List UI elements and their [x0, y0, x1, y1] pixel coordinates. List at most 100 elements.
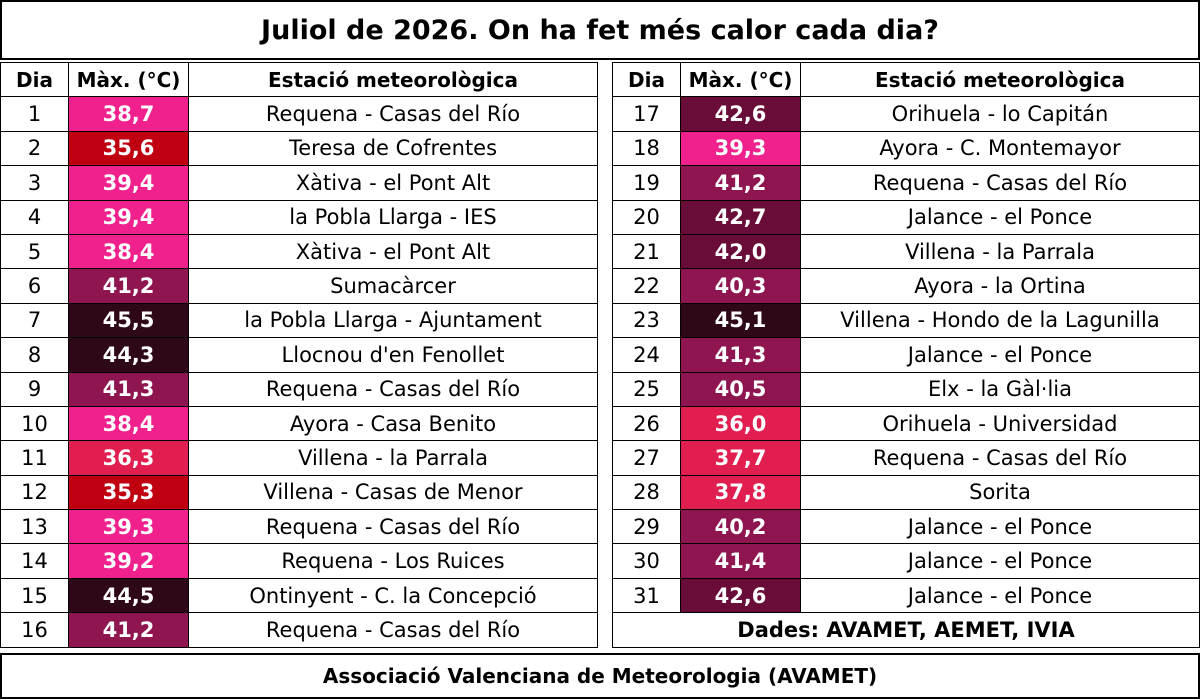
max-temp-cell: 40,3 [680, 268, 801, 304]
day-cell: 27 [612, 440, 681, 476]
station-cell: Llocnou d'en Fenollet [188, 337, 598, 373]
table-row: 23 45,1 Villena - Hondo de la Lagunilla [612, 302, 1200, 339]
station-cell: Ontinyent - C. la Concepció [188, 577, 598, 614]
table-row: 11 36,3 Villena - la Parrala [0, 440, 598, 476]
max-temp-cell: 36,3 [68, 440, 189, 476]
table-row: 1 38,7 Requena - Casas del Río [0, 96, 598, 132]
header-day: Dia [612, 61, 681, 98]
max-temp-cell: 42,6 [680, 577, 801, 614]
max-temp-cell: 41,3 [680, 337, 801, 373]
station-cell: Jalance - el Ponce [800, 577, 1200, 614]
station-cell: Requena - Casas del Río [188, 509, 598, 545]
station-cell: la Pobla Llarga - Ajuntament [188, 302, 598, 339]
day-cell: 13 [0, 509, 69, 545]
right-data-table: Dia Màx. (°C) Estació meteorològica 17 42… [612, 61, 1200, 648]
station-cell: Sorita [800, 474, 1200, 511]
table-row: 5 38,4 Xàtiva - el Pont Alt [0, 233, 598, 270]
max-temp-cell: 37,8 [680, 474, 801, 511]
table-row: 7 45,5 la Pobla Llarga - Ajuntament [0, 302, 598, 339]
max-temp-cell: 39,3 [680, 130, 801, 167]
max-temp-cell: 38,4 [68, 233, 189, 270]
station-cell: Jalance - el Ponce [800, 543, 1200, 579]
table-row: 27 37,7 Requena - Casas del Río [612, 440, 1200, 476]
station-cell: Villena - Casas de Menor [188, 474, 598, 511]
day-cell: 10 [0, 405, 69, 442]
table-row: 12 35,3 Villena - Casas de Menor [0, 474, 598, 511]
station-cell: Elx - la Gàl·lia [800, 371, 1200, 407]
max-temp-cell: 37,7 [680, 440, 801, 476]
day-cell: 20 [612, 199, 681, 235]
max-temp-cell: 42,0 [680, 233, 801, 270]
day-cell: 8 [0, 337, 69, 373]
max-temp-cell: 44,3 [68, 337, 189, 373]
station-cell: Sumacàrcer [188, 268, 598, 304]
station-cell: Orihuela - lo Capitán [800, 96, 1200, 132]
max-temp-cell: 41,3 [68, 371, 189, 407]
table-row: 15 44,5 Ontinyent - C. la Concepció [0, 577, 598, 614]
header-station: Estació meteorològica [800, 61, 1200, 98]
table-row: 26 36,0 Orihuela - Universidad [612, 405, 1200, 442]
max-temp-cell: 35,6 [68, 130, 189, 167]
table-row: 16 41,2 Requena - Casas del Río [0, 612, 598, 648]
station-cell: Xàtiva - el Pont Alt [188, 165, 598, 201]
header-max-temp: Màx. (°C) [68, 61, 189, 98]
station-cell: Jalance - el Ponce [800, 337, 1200, 373]
day-cell: 29 [612, 509, 681, 545]
station-cell: Requena - Los Ruices [188, 543, 598, 579]
station-cell: Jalance - el Ponce [800, 509, 1200, 545]
table-row: 13 39,3 Requena - Casas del Río [0, 509, 598, 545]
table-row: 4 39,4 la Pobla Llarga - IES [0, 199, 598, 235]
station-cell: Requena - Casas del Río [800, 165, 1200, 201]
day-cell: 15 [0, 577, 69, 614]
table-row: 6 41,2 Sumacàrcer [0, 268, 598, 304]
station-cell: Requena - Casas del Río [188, 612, 598, 648]
max-temp-cell: 40,2 [680, 509, 801, 545]
table-row: 19 41,2 Requena - Casas del Río [612, 165, 1200, 201]
max-temp-cell: 41,2 [68, 612, 189, 648]
station-cell: la Pobla Llarga - IES [188, 199, 598, 235]
station-cell: Orihuela - Universidad [800, 405, 1200, 442]
station-cell: Ayora - C. Montemayor [800, 130, 1200, 167]
max-temp-cell: 42,7 [680, 199, 801, 235]
day-cell: 31 [612, 577, 681, 614]
station-cell: Requena - Casas del Río [188, 96, 598, 132]
max-temp-cell: 39,3 [68, 509, 189, 545]
table-row: 25 40,5 Elx - la Gàl·lia [612, 371, 1200, 407]
data-sources: Dades: AVAMET, AEMET, IVIA [612, 612, 1200, 648]
day-cell: 6 [0, 268, 69, 304]
day-cell: 21 [612, 233, 681, 270]
day-cell: 23 [612, 302, 681, 339]
sources-row: Dades: AVAMET, AEMET, IVIA [612, 612, 1200, 648]
max-temp-cell: 40,5 [680, 371, 801, 407]
table-row: 8 44,3 Llocnou d'en Fenollet [0, 337, 598, 373]
header-row: Dia Màx. (°C) Estació meteorològica [0, 61, 598, 98]
table-row: 14 39,2 Requena - Los Ruices [0, 543, 598, 579]
day-cell: 2 [0, 130, 69, 167]
table-row: 10 38,4 Ayora - Casa Benito [0, 405, 598, 442]
table-row: 3 39,4 Xàtiva - el Pont Alt [0, 165, 598, 201]
max-temp-cell: 39,2 [68, 543, 189, 579]
day-cell: 5 [0, 233, 69, 270]
day-cell: 30 [612, 543, 681, 579]
day-cell: 11 [0, 440, 69, 476]
day-cell: 26 [612, 405, 681, 442]
day-cell: 9 [0, 371, 69, 407]
table-row: 21 42,0 Villena - la Parrala [612, 233, 1200, 270]
day-cell: 28 [612, 474, 681, 511]
station-cell: Teresa de Cofrentes [188, 130, 598, 167]
table-row: 22 40,3 Ayora - la Ortina [612, 268, 1200, 304]
footer-credit: Associació Valenciana de Meteorologia (A… [0, 653, 1200, 699]
header-station: Estació meteorològica [188, 61, 598, 98]
day-cell: 3 [0, 165, 69, 201]
max-temp-cell: 38,4 [68, 405, 189, 442]
day-cell: 14 [0, 543, 69, 579]
table-row: 2 35,6 Teresa de Cofrentes [0, 130, 598, 167]
station-cell: Ayora - la Ortina [800, 268, 1200, 304]
max-temp-cell: 36,0 [680, 405, 801, 442]
table-row: 9 41,3 Requena - Casas del Río [0, 371, 598, 407]
max-temp-cell: 35,3 [68, 474, 189, 511]
max-temp-cell: 44,5 [68, 577, 189, 614]
station-cell: Villena - la Parrala [800, 233, 1200, 270]
header-max-temp: Màx. (°C) [680, 61, 801, 98]
max-temp-cell: 45,5 [68, 302, 189, 339]
